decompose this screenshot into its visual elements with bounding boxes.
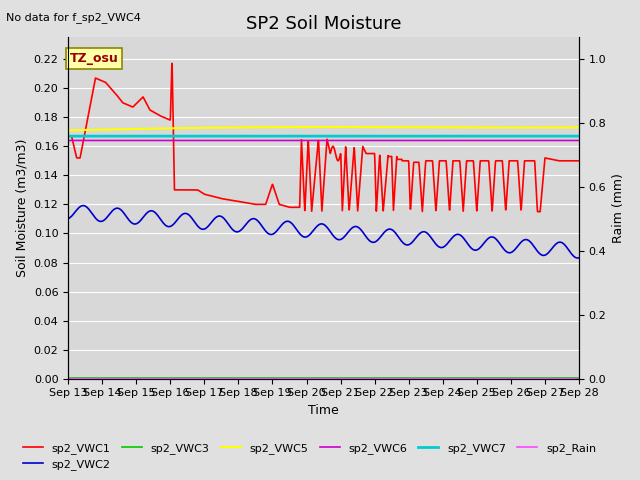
- sp2_VWC1: [168, 60, 176, 66]
- sp2_VWC7: [560, 133, 568, 139]
- sp2_VWC1: [575, 158, 583, 164]
- Line: sp2_VWC1: sp2_VWC1: [68, 63, 579, 212]
- sp2_VWC5: [299, 124, 307, 130]
- sp2_Rain: [64, 376, 72, 382]
- sp2_VWC6: [560, 138, 568, 144]
- sp2_VWC1: [561, 158, 568, 164]
- sp2_VWC1: [300, 175, 307, 181]
- sp2_VWC2: [574, 255, 582, 261]
- sp2_VWC3: [467, 375, 474, 381]
- sp2_VWC1: [64, 133, 72, 139]
- sp2_VWC1: [313, 154, 321, 160]
- Y-axis label: Raim (mm): Raim (mm): [612, 173, 625, 243]
- sp2_VWC6: [299, 138, 307, 144]
- sp2_VWC6: [90, 138, 98, 144]
- sp2_VWC5: [64, 127, 72, 133]
- Line: sp2_VWC2: sp2_VWC2: [68, 205, 579, 258]
- sp2_VWC6: [560, 138, 568, 144]
- sp2_Rain: [299, 376, 307, 382]
- Line: sp2_VWC5: sp2_VWC5: [68, 127, 579, 130]
- sp2_VWC3: [90, 375, 98, 381]
- Legend: sp2_VWC1, sp2_VWC2, sp2_VWC3, sp2_VWC5, sp2_VWC6, sp2_VWC7, sp2_Rain: sp2_VWC1, sp2_VWC2, sp2_VWC3, sp2_VWC5, …: [19, 438, 601, 474]
- sp2_VWC2: [467, 245, 474, 251]
- sp2_VWC3: [560, 375, 568, 381]
- Y-axis label: Soil Moisture (m3/m3): Soil Moisture (m3/m3): [15, 139, 28, 277]
- sp2_VWC2: [91, 214, 99, 220]
- Text: No data for f_sp2_VWC4: No data for f_sp2_VWC4: [6, 12, 141, 23]
- sp2_Rain: [90, 376, 98, 382]
- sp2_VWC6: [64, 138, 72, 144]
- sp2_VWC6: [313, 138, 321, 144]
- sp2_VWC6: [467, 138, 474, 144]
- sp2_VWC3: [299, 375, 307, 381]
- sp2_VWC5: [561, 125, 568, 131]
- sp2_VWC6: [575, 138, 583, 144]
- sp2_VWC5: [467, 125, 474, 131]
- sp2_VWC2: [79, 203, 87, 208]
- sp2_VWC5: [560, 125, 568, 131]
- sp2_VWC5: [90, 127, 98, 132]
- sp2_VWC7: [90, 133, 98, 139]
- sp2_VWC2: [64, 216, 72, 221]
- Text: TZ_osu: TZ_osu: [70, 52, 118, 65]
- sp2_Rain: [313, 376, 321, 382]
- sp2_VWC7: [467, 133, 474, 139]
- Title: SP2 Soil Moisture: SP2 Soil Moisture: [246, 15, 401, 33]
- sp2_VWC7: [64, 133, 72, 139]
- sp2_Rain: [560, 376, 568, 382]
- sp2_VWC2: [313, 224, 321, 229]
- sp2_VWC5: [326, 124, 333, 130]
- sp2_VWC2: [300, 234, 307, 240]
- sp2_VWC5: [313, 124, 321, 130]
- sp2_VWC3: [64, 375, 72, 381]
- sp2_VWC2: [560, 241, 568, 247]
- sp2_VWC3: [575, 375, 583, 381]
- sp2_VWC3: [313, 375, 321, 381]
- sp2_VWC7: [313, 133, 321, 139]
- sp2_VWC5: [575, 124, 583, 130]
- sp2_VWC7: [575, 133, 583, 139]
- sp2_VWC1: [561, 158, 568, 164]
- sp2_Rain: [467, 376, 474, 382]
- sp2_VWC2: [561, 241, 568, 247]
- sp2_VWC1: [90, 81, 98, 87]
- sp2_VWC1: [467, 158, 474, 164]
- sp2_VWC2: [575, 255, 583, 261]
- sp2_Rain: [560, 376, 568, 382]
- sp2_VWC7: [560, 133, 568, 139]
- sp2_VWC1: [534, 209, 541, 215]
- sp2_VWC7: [299, 133, 307, 139]
- sp2_Rain: [575, 376, 583, 382]
- X-axis label: Time: Time: [308, 404, 339, 417]
- sp2_VWC3: [560, 375, 568, 381]
